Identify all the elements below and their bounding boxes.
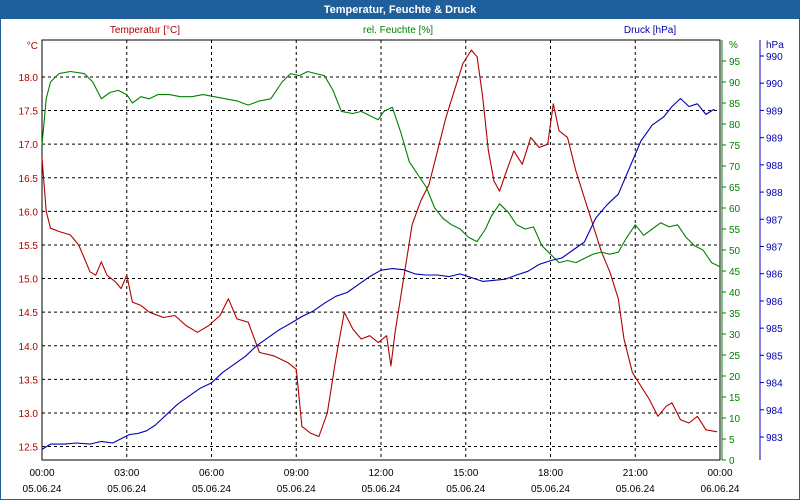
temperature-tick-label: 15.0 [19, 275, 39, 286]
pressure-legend: Druck [hPa] [624, 25, 676, 36]
pressure-tick-label: 989 [766, 106, 783, 117]
x-tick-date: 05.06.24 [531, 484, 570, 495]
temperature-legend: Temperatur [°C] [110, 25, 180, 36]
x-tick-date: 05.06.24 [277, 484, 316, 495]
temperature-tick-label: 13.0 [19, 409, 39, 420]
temperature-tick-label: 16.0 [19, 207, 39, 218]
grid-lines [42, 40, 720, 460]
pressure-tick-label: 990 [766, 79, 783, 90]
x-tick-time: 03:00 [114, 468, 139, 479]
humidity-tick-label: 45 [729, 267, 741, 278]
humidity-tick-label: 80 [729, 120, 741, 131]
humidity-tick-label: 60 [729, 204, 741, 215]
x-tick-time: 12:00 [368, 468, 393, 479]
axis-labels: 00:00 05.06.24 03:00 05.06.24 06:00 05.06.24 0… [19, 25, 785, 495]
temperature-line [41, 49, 718, 438]
pressure-tick-label: 984 [766, 406, 783, 417]
temperature-tick-label: 12.5 [19, 443, 39, 454]
humidity-line [41, 70, 721, 268]
humidity-tick-label: 75 [729, 141, 741, 152]
humidity-tick-label: 10 [729, 414, 741, 425]
x-tick-date: 05.06.24 [446, 484, 485, 495]
humidity-tick-label: 50 [729, 246, 741, 257]
pressure-tick-label: 987 [766, 243, 783, 254]
humidity-tick-label: 20 [729, 372, 741, 383]
pressure-tick-label: 986 [766, 270, 783, 281]
pressure-tick-label: 985 [766, 324, 783, 335]
humidity-tick-label: 70 [729, 162, 741, 173]
temperature-tick-label: 14.5 [19, 308, 39, 319]
humidity-legend: rel. Feuchte [%] [363, 25, 433, 36]
temperature-unit-label: °C [27, 41, 38, 52]
x-tick-date: 05.06.24 [616, 484, 655, 495]
temperature-tick-label: 18.0 [19, 73, 39, 84]
humidity-tick-label: 35 [729, 309, 741, 320]
x-tick-time: 18:00 [538, 468, 563, 479]
x-tick-time: 00:00 [707, 468, 732, 479]
x-tick-date: 05.06.24 [192, 484, 231, 495]
pressure-tick-label: 987 [766, 215, 783, 226]
pressure-tick-label: 989 [766, 134, 783, 145]
humidity-tick-label: 65 [729, 183, 741, 194]
pressure-unit-label: hPa [766, 40, 784, 51]
humidity-tick-label: 55 [729, 225, 741, 236]
x-tick-time: 15:00 [453, 468, 478, 479]
humidity-tick-label: 25 [729, 351, 741, 362]
humidity-unit-label: % [729, 40, 738, 51]
pressure-tick-label: 984 [766, 379, 783, 390]
temperature-tick-label: 14.0 [19, 342, 39, 353]
x-tick-date: 05.06.24 [107, 484, 146, 495]
humidity-tick-label: 95 [729, 57, 741, 68]
x-tick-time: 09:00 [284, 468, 309, 479]
humidity-tick-label: 40 [729, 288, 741, 299]
humidity-tick-label: 15 [729, 393, 741, 404]
x-tick-time: 06:00 [199, 468, 224, 479]
temperature-tick-label: 17.5 [19, 107, 39, 118]
pressure-tick-label: 990 [766, 52, 783, 63]
window-title: Temperatur, Feuchte & Druck [1, 1, 799, 19]
pressure-tick-label: 988 [766, 188, 783, 199]
pressure-line [41, 97, 715, 450]
x-tick-time: 00:00 [29, 468, 54, 479]
humidity-tick-label: 0 [729, 456, 735, 467]
humidity-tick-label: 85 [729, 99, 741, 110]
pressure-tick-label: 983 [766, 433, 783, 444]
humidity-tick-label: 5 [729, 435, 735, 446]
pressure-tick-label: 985 [766, 351, 783, 362]
temperature-tick-label: 17.0 [19, 140, 39, 151]
pressure-tick-label: 988 [766, 161, 783, 172]
temperature-tick-label: 15.5 [19, 241, 39, 252]
temperature-tick-label: 13.5 [19, 375, 39, 386]
series-lines [41, 49, 721, 450]
x-tick-date: 05.06.24 [23, 484, 62, 495]
pressure-tick-label: 986 [766, 297, 783, 308]
temperature-tick-label: 16.5 [19, 174, 39, 185]
humidity-tick-label: 30 [729, 330, 741, 341]
humidity-tick-label: 90 [729, 78, 741, 89]
x-tick-time: 21:00 [623, 468, 648, 479]
x-tick-date: 05.06.24 [362, 484, 401, 495]
x-tick-date: 06.06.24 [701, 484, 740, 495]
